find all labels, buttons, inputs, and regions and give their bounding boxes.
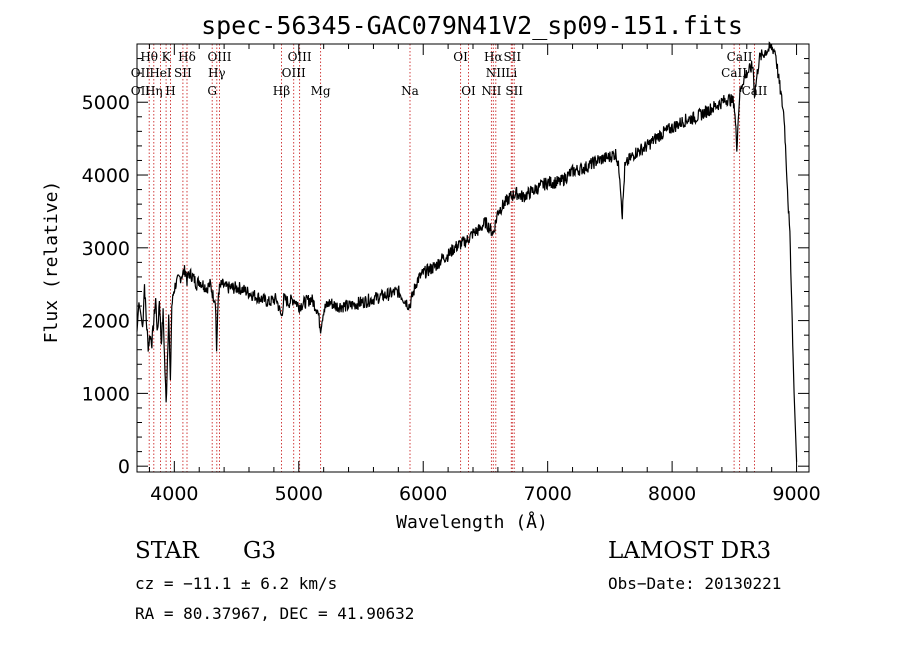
object-class: STAR <box>135 538 199 564</box>
emission-lines-layer <box>148 44 755 472</box>
emission-line-label: Hγ <box>208 66 226 80</box>
emission-line-label: SII <box>503 50 521 64</box>
emission-line-label: Hθ <box>140 50 158 64</box>
emission-line-label: Na <box>401 84 419 98</box>
object-subclass: G3 <box>243 538 277 564</box>
emission-line-label: Hα <box>484 50 503 64</box>
emission-line-label: G <box>207 84 217 98</box>
y-tick-label: 2000 <box>82 311 130 333</box>
emission-line-label: OI <box>453 50 468 64</box>
x-axis-ticks: 4000 5000 6000 7000 8000 9000 <box>148 44 821 505</box>
emission-line-label: OI <box>461 84 476 98</box>
emission-line-label: K <box>162 50 172 64</box>
x-tick-label: 7000 <box>523 483 571 505</box>
emission-line-label: H <box>165 84 175 98</box>
emission-line-label: Mg <box>311 84 331 98</box>
x-tick-label: 5000 <box>275 483 323 505</box>
y-tick-label: 4000 <box>82 165 130 187</box>
emission-line-label: OIII <box>207 50 231 64</box>
emission-line-label: NII <box>481 84 501 98</box>
y-tick-label: 5000 <box>82 92 130 114</box>
emission-line-label: SII <box>174 66 192 80</box>
x-axis-label: Wavelength (Å) <box>396 511 548 533</box>
emission-line-label: Hη <box>145 84 163 98</box>
emission-line-label: CaII <box>721 66 747 80</box>
emission-line-label: HeI <box>149 66 172 80</box>
y-tick-label: 0 <box>118 456 130 478</box>
emission-line-label: Hδ <box>178 50 196 64</box>
emission-line-label: CaII <box>727 50 753 64</box>
emission-line-label: OII <box>131 84 151 98</box>
y-axis-ticks: 0 1000 2000 3000 4000 5000 <box>82 58 809 478</box>
survey-name: LAMOST DR3 <box>608 538 772 564</box>
emission-line-label: OIII <box>288 50 312 64</box>
emission-line-label: OIII <box>282 66 306 80</box>
emission-line-label: SII <box>505 84 523 98</box>
emission-line-label: Li <box>505 66 517 80</box>
sky-coordinates: RA = 80.37967, DEC = 41.90632 <box>135 604 415 623</box>
emission-line-label: NII <box>486 66 506 80</box>
x-tick-label: 6000 <box>399 483 447 505</box>
chart-title: spec-56345-GAC079N41V2_sp09-151.fits <box>201 11 743 40</box>
redshift-velocity: cz = −11.1 ± 6.2 km/s <box>135 574 338 593</box>
x-tick-label: 4000 <box>150 483 198 505</box>
x-tick-label: 9000 <box>772 483 820 505</box>
y-axis-label: Flux (relative) <box>41 181 62 344</box>
observation-date: Obs−Date: 20130221 <box>608 574 782 593</box>
emission-line-label: Hβ <box>273 84 290 98</box>
spectrum-series-line <box>136 41 798 462</box>
y-tick-label: 1000 <box>82 383 130 405</box>
x-tick-label: 8000 <box>648 483 696 505</box>
y-tick-label: 3000 <box>82 238 130 260</box>
